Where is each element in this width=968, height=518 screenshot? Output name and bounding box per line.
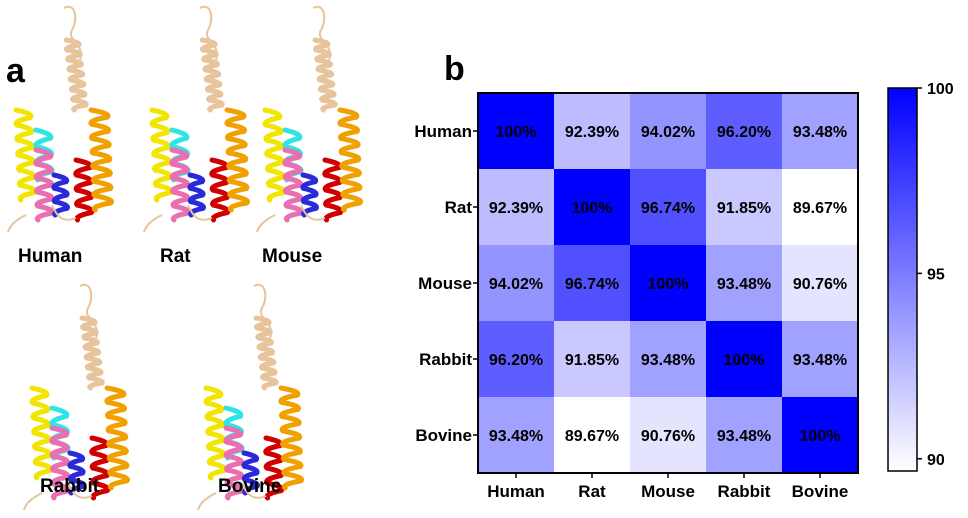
heatmap-cell-label: 93.48% — [793, 124, 847, 141]
heatmap-cell-human-mouse — [630, 93, 706, 169]
heatmap-cell-label: 90.76% — [641, 428, 695, 445]
identity-heatmap: 100% 92.39% 94.02% 96.20% 93.48% 92.39% 100% 96… — [414, 81, 954, 498]
heatmap-cell-label: 100% — [800, 428, 841, 445]
heatmap-cell-label: 93.48% — [489, 428, 543, 445]
heatmap-cell-rat-rat — [554, 169, 630, 245]
heatmap-cell-human-bovine — [782, 93, 858, 169]
heatmap-cell-rabbit-human — [478, 321, 554, 397]
heatmap-cell-label: 100% — [648, 276, 689, 293]
heatmap-cell-human-rat — [554, 93, 630, 169]
heatmap-cell-label: 96.20% — [717, 124, 771, 141]
col-label-bovine: Bovine — [792, 482, 849, 498]
row-label-bovine: Bovine — [415, 426, 472, 445]
heatmap-cell-label: 92.39% — [565, 124, 619, 141]
row-label-rat: Rat — [445, 198, 473, 217]
heatmap-cell-label: 93.48% — [717, 428, 771, 445]
heatmap-cell-rabbit-bovine — [782, 321, 858, 397]
heatmap-cell-rat-bovine — [782, 169, 858, 245]
heatmap-cell-label: 91.85% — [565, 352, 619, 369]
heatmap-cell-bovine-human — [478, 397, 554, 473]
heatmap-cell-rat-mouse — [630, 169, 706, 245]
protein-structure-human — [7, 5, 114, 233]
heatmap-cell-human-human — [478, 93, 554, 169]
heatmap-cell-label: 90.76% — [793, 276, 847, 293]
heatmap-cell-rabbit-rabbit — [706, 321, 782, 397]
row-label-mouse: Mouse — [418, 274, 472, 293]
protein-structure-rat — [143, 5, 250, 233]
heatmap-cell-label: 96.74% — [641, 200, 695, 217]
heatmap-cell-label: 94.02% — [641, 124, 695, 141]
heatmap-cell-rabbit-rat — [554, 321, 630, 397]
heatmap-cell-rabbit-mouse — [630, 321, 706, 397]
heatmap-cell-label: 100% — [724, 352, 765, 369]
heatmap-cell-label: 100% — [572, 200, 613, 217]
heatmap-cell-label: 96.74% — [565, 276, 619, 293]
heatmap-cell-label: 93.48% — [717, 276, 771, 293]
heatmap-cell-label: 100% — [496, 124, 537, 141]
col-label-human: Human — [487, 482, 545, 498]
row-label-rabbit: Rabbit — [419, 350, 472, 369]
heatmap-cell-mouse-rabbit — [706, 245, 782, 321]
protein-structure-bovine — [197, 283, 304, 511]
panel-b-letter: b — [444, 50, 465, 88]
colorbar-tick-label: 95 — [927, 266, 945, 283]
protein-structure-rabbit — [23, 283, 130, 511]
heatmap-cell-bovine-rat — [554, 397, 630, 473]
heatmap-cell-bovine-bovine — [782, 397, 858, 473]
heatmap-cell-label: 89.67% — [565, 428, 619, 445]
protein-label-bovine: Bovine — [218, 476, 282, 497]
protein-structure-mouse — [256, 5, 363, 233]
heatmap-cell-mouse-human — [478, 245, 554, 321]
col-label-rabbit: Rabbit — [718, 482, 771, 498]
heatmap-cell-bovine-mouse — [630, 397, 706, 473]
col-label-mouse: Mouse — [641, 482, 695, 498]
protein-label-mouse: Mouse — [262, 246, 323, 267]
colorbar — [887, 87, 918, 472]
heatmap-cell-rat-rabbit — [706, 169, 782, 245]
protein-label-rabbit: Rabbit — [40, 476, 100, 497]
heatmap-cell-human-rabbit — [706, 93, 782, 169]
heatmap-cell-label: 96.20% — [489, 352, 543, 369]
heatmap-cell-mouse-mouse — [630, 245, 706, 321]
heatmap-cell-rat-human — [478, 169, 554, 245]
protein-label-rat: Rat — [160, 246, 191, 267]
row-label-human: Human — [414, 122, 472, 141]
heatmap-cell-label: 89.67% — [793, 200, 847, 217]
panel-a-letter: a — [6, 52, 25, 90]
heatmap-cell-label: 93.48% — [641, 352, 695, 369]
heatmap-cell-label: 91.85% — [717, 200, 771, 217]
colorbar-tick-label: 90 — [927, 452, 945, 469]
col-label-rat: Rat — [578, 482, 606, 498]
colorbar-tick-label: 100 — [927, 81, 954, 98]
heatmap-cell-label: 93.48% — [793, 352, 847, 369]
protein-label-human: Human — [18, 246, 83, 267]
heatmap-cell-label: 92.39% — [489, 200, 543, 217]
heatmap-cell-label: 94.02% — [489, 276, 543, 293]
heatmap-cell-bovine-rabbit — [706, 397, 782, 473]
heatmap-cell-mouse-rat — [554, 245, 630, 321]
heatmap-cell-mouse-bovine — [782, 245, 858, 321]
